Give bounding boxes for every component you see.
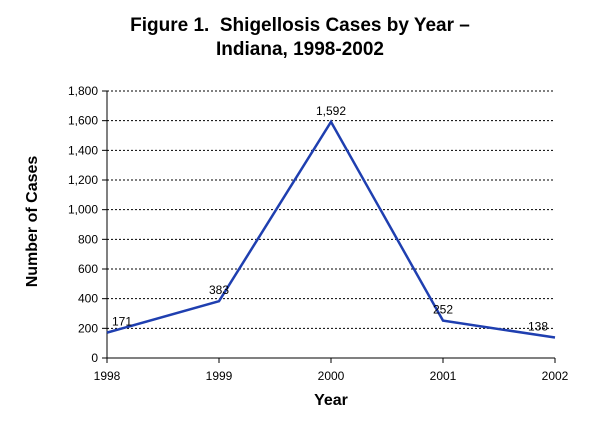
y-tick-label: 200 (78, 321, 98, 335)
x-tick-label: 1998 (94, 369, 121, 383)
x-tick-label: 2000 (318, 369, 345, 383)
y-tick-label: 1,000 (68, 203, 98, 217)
data-label: 138 (528, 320, 548, 334)
data-label: 171 (112, 315, 132, 329)
y-tick-label: 1,600 (68, 114, 98, 128)
y-tick-label: 800 (78, 232, 98, 246)
data-label: 383 (209, 283, 229, 297)
y-tick-label: 1,800 (68, 84, 98, 98)
y-tick-label: 600 (78, 262, 98, 276)
data-label: 1,592 (316, 104, 346, 118)
chart-title-line-1: Figure 1. Shigellosis Cases by Year – (130, 15, 470, 36)
x-tick-label: 1999 (206, 369, 233, 383)
chart-title-line-2: Indiana, 1998-2002 (216, 39, 384, 60)
y-tick-label: 1,400 (68, 143, 98, 157)
chart-title: Figure 1. Shigellosis Cases by Year – In… (0, 14, 600, 62)
data-label: 252 (433, 303, 453, 317)
y-tick-label: 400 (78, 292, 98, 306)
series-line (106, 119, 556, 339)
x-tick-label: 2002 (542, 369, 569, 383)
x-tick-label: 2001 (430, 369, 457, 383)
y-tick-label: 1,200 (68, 173, 98, 187)
x-axis-title: Year (314, 392, 348, 409)
y-tick-label: 0 (91, 351, 98, 365)
y-axis-title: Number of Cases (24, 156, 41, 288)
